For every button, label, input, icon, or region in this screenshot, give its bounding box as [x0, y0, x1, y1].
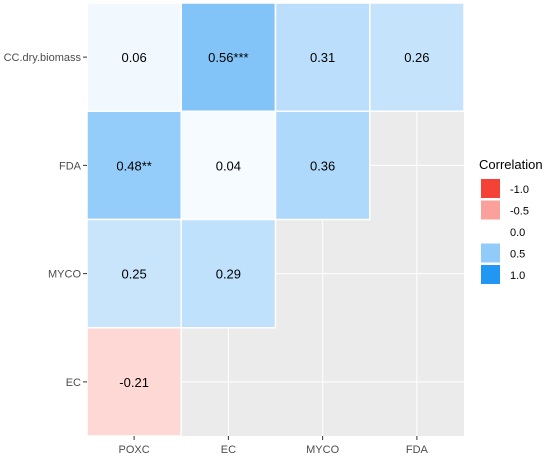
y-tick-label: MYCO: [48, 269, 81, 281]
cell-value-label: 0.25: [121, 267, 146, 282]
heatmap-cell: [180, 2, 277, 112]
cell-value-label: 0.31: [310, 50, 335, 65]
legend-label: 0.5: [510, 249, 525, 261]
legend-label: 1.0: [510, 270, 525, 282]
heatmap-cell: [86, 327, 182, 437]
legend-title: Correlation: [479, 157, 543, 172]
legend: Correlation -1.0 -0.5 0.0 0.5 1.0: [479, 157, 543, 284]
cell-value-label: 0.04: [216, 158, 241, 173]
legend-label: 0.0: [510, 227, 525, 239]
legend-key: [481, 265, 500, 284]
heatmap-cell: [86, 2, 182, 112]
y-axis: CC.dry.biomass FDA MYCO EC: [4, 52, 87, 389]
legend-key: [481, 200, 500, 220]
cell-value-label: 0.36: [310, 158, 335, 173]
heatmap-cell: [369, 2, 465, 112]
cell-value-label: -0.21: [119, 375, 149, 390]
x-tick-label: POXC: [119, 444, 150, 456]
cell-value-label: 0.06: [121, 50, 146, 65]
legend-key: [481, 179, 500, 198]
heatmap-cell: [180, 110, 277, 221]
cell-value-label: 0.26: [404, 50, 429, 65]
cell-value-label: 0.48**: [116, 158, 151, 173]
cell-value-label: 0.56***: [208, 50, 248, 65]
legend-key: [481, 222, 500, 241]
cell-labels: 0.06 0.56*** 0.31 0.26 0.48** 0.04 0.36 0.25 0.2…: [116, 50, 429, 390]
x-tick-label: FDA: [406, 444, 429, 456]
legend-label: -0.5: [510, 206, 529, 218]
x-axis: POXC EC MYCO FDA: [119, 436, 429, 456]
y-tick-label: EC: [66, 377, 81, 389]
x-tick-label: MYCO: [306, 444, 339, 456]
legend-key: [481, 243, 500, 263]
heatmap-cell: [86, 110, 182, 221]
y-tick-label: FDA: [59, 160, 82, 172]
x-tick-label: EC: [221, 444, 236, 456]
cell-value-label: 0.29: [216, 267, 241, 282]
heatmap-cell: [180, 218, 277, 329]
legend-label: -1.0: [510, 184, 529, 196]
y-tick-label: CC.dry.biomass: [4, 52, 82, 64]
heatmap-cell: [274, 110, 371, 221]
heatmap-cells: [86, 2, 465, 437]
